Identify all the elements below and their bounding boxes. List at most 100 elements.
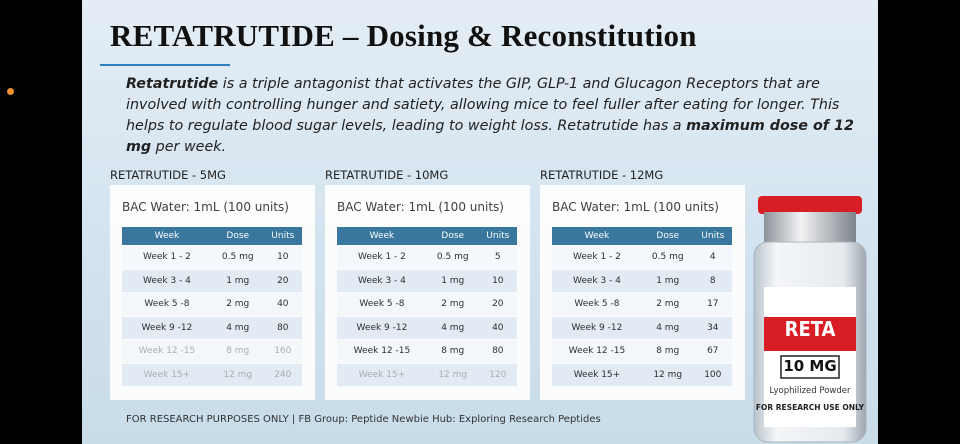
- cell: 34: [693, 316, 732, 339]
- column-header: Dose: [211, 227, 264, 245]
- vial-brand: RETA: [784, 317, 836, 341]
- cell: 160: [263, 340, 302, 363]
- bac-water: BAC Water: 1mL (100 units): [337, 200, 504, 214]
- cell: Week 12 -15: [122, 340, 212, 363]
- infographic: RETATRUTIDE – Dosing & Reconstitution Re…: [82, 0, 878, 444]
- cell: Week 12 -15: [552, 340, 642, 363]
- dose-table-block: RETATRUTIDE - 10MG BAC Water: 1mL (100 un…: [325, 168, 530, 400]
- dose-table-block: RETATRUTIDE - 5MG BAC Water: 1mL (100 uni…: [110, 168, 315, 400]
- column-header: Dose: [426, 227, 479, 245]
- vial-notice: FOR RESEARCH USE ONLY: [755, 403, 865, 412]
- vial-strength: 10 MG: [783, 357, 837, 375]
- column-header: Units: [263, 227, 302, 245]
- dose-row: Week 12 -15 8 mg 80: [337, 340, 517, 363]
- dose-row: Week 1 - 2 0.5 mg 4: [552, 246, 732, 269]
- dose-table: Week Dose Units Week 1 - 2 0.5 mg 10 Week 3 - …: [122, 226, 302, 387]
- table-heading: RETATRUTIDE - 5MG: [110, 168, 226, 182]
- dose-row: Week 9 -12 4 mg 40: [337, 316, 517, 339]
- column-header: Units: [478, 227, 517, 245]
- cell: Week 1 - 2: [122, 246, 212, 269]
- title: RETATRUTIDE – Dosing & Reconstitution: [110, 18, 697, 53]
- intro-tail: per week.: [151, 139, 227, 155]
- cell: Week 5 -8: [122, 293, 212, 316]
- intro-lead: Retatrutide: [126, 76, 219, 92]
- cell: 10: [263, 246, 302, 269]
- cell: 5: [478, 246, 517, 269]
- header-row: Week Dose Units: [337, 227, 517, 245]
- cell: 4 mg: [426, 316, 479, 339]
- cell: 67: [693, 340, 732, 363]
- dose-row: Week 9 -12 4 mg 80: [122, 316, 302, 339]
- cell: 12 mg: [641, 363, 694, 386]
- bac-water: BAC Water: 1mL (100 units): [122, 200, 289, 214]
- cell: 12 mg: [426, 363, 479, 386]
- dose-row: Week 5 -8 2 mg 17: [552, 293, 732, 316]
- cell: Week 9 -12: [337, 316, 427, 339]
- column-header: Units: [693, 227, 732, 245]
- dose-row: Week 15+ 12 mg 120: [337, 363, 517, 386]
- table-box: BAC Water: 1mL (100 units) Week Dose Units W…: [540, 185, 745, 400]
- table-heading: RETATRUTIDE - 10MG: [325, 168, 449, 182]
- dose-table: Week Dose Units Week 1 - 2 0.5 mg 4 Week 3 - 4…: [552, 226, 732, 387]
- cell: Week 5 -8: [552, 293, 642, 316]
- cell: Week 9 -12: [122, 316, 212, 339]
- cell: Week 12 -15: [337, 340, 427, 363]
- cell: Week 15+: [552, 363, 642, 386]
- dose-row: Week 5 -8 2 mg 20: [337, 293, 517, 316]
- cell: 2 mg: [211, 293, 264, 316]
- cell: Week 9 -12: [552, 316, 642, 339]
- dose-row: Week 5 -8 2 mg 40: [122, 293, 302, 316]
- header-row: Week Dose Units: [552, 227, 732, 245]
- intro-text: is a triple antagonist that activates th…: [126, 76, 840, 134]
- cell: 20: [263, 269, 302, 292]
- cell: Week 1 - 2: [552, 246, 642, 269]
- vial: [753, 196, 867, 443]
- dose-row: Week 1 - 2 0.5 mg 5: [337, 246, 517, 269]
- cell: Week 15+: [122, 363, 212, 386]
- cell: 40: [478, 316, 517, 339]
- dose-table: Week Dose Units Week 1 - 2 0.5 mg 5 Week 3 - 4…: [337, 226, 517, 387]
- cell: Week 5 -8: [337, 293, 427, 316]
- table-box: BAC Water: 1mL (100 units) Week Dose Units W…: [325, 185, 530, 400]
- cell: Week 3 - 4: [552, 269, 642, 292]
- vial-form: Lyophilized Powder: [769, 386, 851, 396]
- cell: Week 3 - 4: [122, 269, 212, 292]
- cell: 0.5 mg: [641, 246, 694, 269]
- cell: 2 mg: [426, 293, 479, 316]
- dose-row: Week 15+ 12 mg 100: [552, 363, 732, 386]
- cell: 8 mg: [641, 340, 694, 363]
- cell: 40: [263, 293, 302, 316]
- table-box: BAC Water: 1mL (100 units) Week Dose Units W…: [110, 185, 315, 400]
- cell: 4: [693, 246, 732, 269]
- cell: 4 mg: [211, 316, 264, 339]
- cell: 1 mg: [426, 269, 479, 292]
- intro-emphasis: maximum dose of 12 mg: [126, 118, 854, 155]
- cell: 2 mg: [641, 293, 694, 316]
- cell: 1 mg: [641, 269, 694, 292]
- cell: Week 1 - 2: [337, 246, 427, 269]
- dose-row: Week 12 -15 8 mg 160: [122, 340, 302, 363]
- cell: 8 mg: [211, 340, 264, 363]
- bac-water: BAC Water: 1mL (100 units): [552, 200, 719, 214]
- cell: Week 15+: [337, 363, 427, 386]
- column-header: Week: [122, 227, 212, 245]
- cell: 0.5 mg: [426, 246, 479, 269]
- indicator-dot: [7, 88, 14, 95]
- cell: 0.5 mg: [211, 246, 264, 269]
- cell: 17: [693, 293, 732, 316]
- cell: 240: [263, 363, 302, 386]
- dose-row: Week 1 - 2 0.5 mg 10: [122, 246, 302, 269]
- cell: 100: [693, 363, 732, 386]
- cell: 8: [693, 269, 732, 292]
- table-heading: RETATRUTIDE - 12MG: [540, 168, 664, 182]
- cell: 12 mg: [211, 363, 264, 386]
- column-header: Week: [337, 227, 427, 245]
- cell: 80: [478, 340, 517, 363]
- header-row: Week Dose Units: [122, 227, 302, 245]
- cell: 8 mg: [426, 340, 479, 363]
- cell: Week 3 - 4: [337, 269, 427, 292]
- column-header: Week: [552, 227, 642, 245]
